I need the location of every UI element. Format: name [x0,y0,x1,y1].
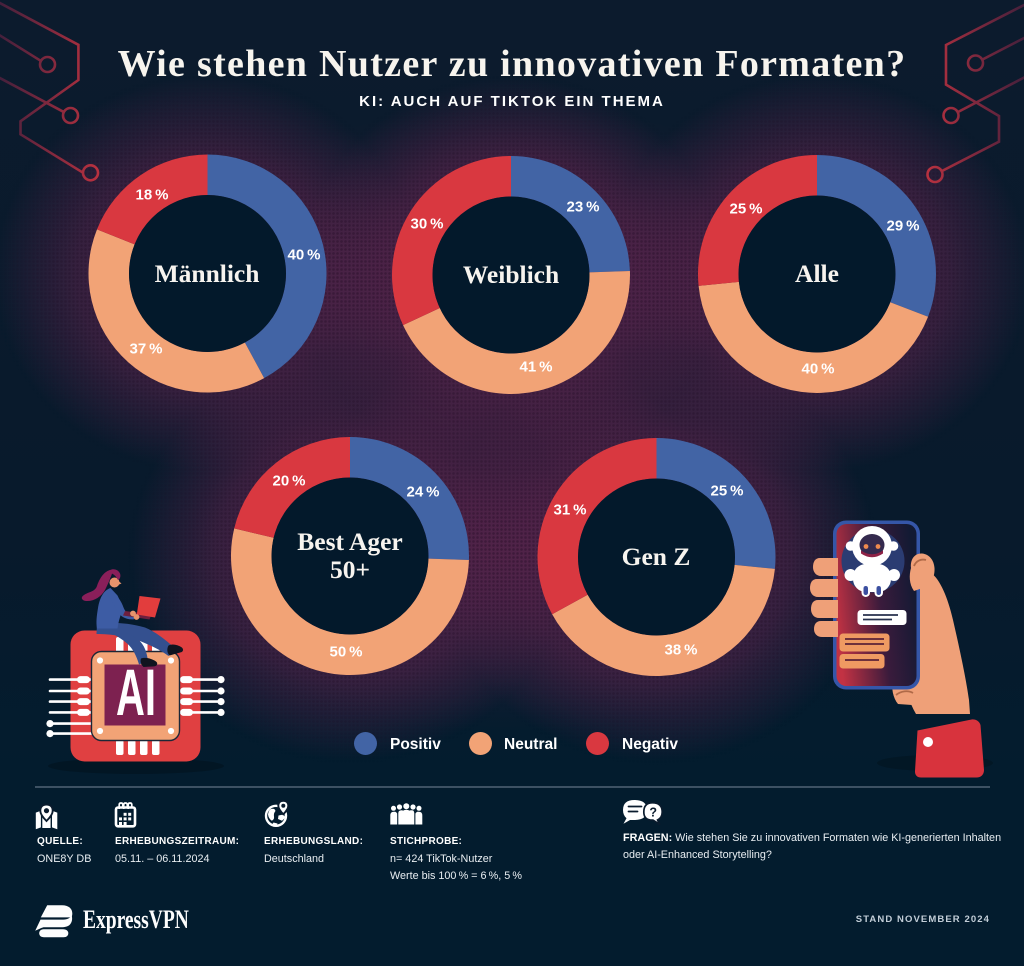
svg-text:?: ? [649,806,657,820]
svg-text:AI: AI [116,655,156,729]
